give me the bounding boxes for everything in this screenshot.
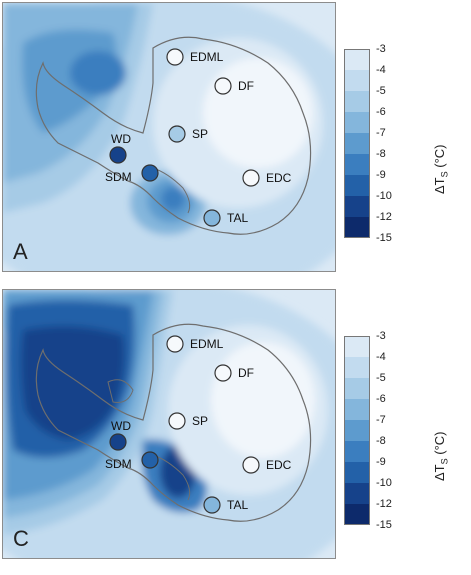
colorbar-bin — [344, 420, 370, 441]
colorbar-tick-label: -9 — [376, 456, 386, 468]
colorbar-bin — [344, 49, 370, 70]
colorbar-tick-label: -15 — [376, 519, 392, 531]
colorbar-tick-label: -10 — [376, 190, 392, 202]
svg-text:SDM: SDM — [105, 457, 132, 471]
svg-text:SP: SP — [192, 414, 208, 428]
colorbar-tick-label: -10 — [376, 477, 392, 489]
site-wd: WD — [109, 132, 131, 164]
colorbar-tick-label: -15 — [376, 232, 392, 244]
colorbar-bin — [344, 112, 370, 133]
site-edml-c: EDML — [166, 335, 224, 353]
svg-text:EDC: EDC — [266, 458, 292, 472]
svg-text:DF: DF — [238, 79, 254, 93]
site-tal: TAL — [203, 209, 248, 227]
colorbar-tick-label: -3 — [376, 330, 386, 342]
site-df: DF — [214, 77, 254, 95]
site-sp: SP — [168, 125, 208, 143]
colorbar-tick-label: -12 — [376, 498, 392, 510]
panel-letter-c: C — [13, 526, 29, 551]
panel-letter-a: A — [13, 239, 28, 264]
svg-text:TAL: TAL — [227, 211, 248, 225]
colorbar-bin — [344, 175, 370, 196]
svg-text:DF: DF — [238, 366, 254, 380]
svg-text:EDML: EDML — [190, 50, 224, 64]
colorbar-c: -3 -4 -5 -6 -7 -8 -9 -10 -12 -15 ΔTS (°C) — [344, 331, 464, 531]
colorbar-bin — [344, 154, 370, 175]
map-panel-c: EDML DF SP WD SDM EDC TAL C — [2, 289, 336, 559]
colorbar-tick-label: -4 — [376, 64, 386, 76]
site-sdm-c: SDM — [105, 451, 159, 471]
site-wd-c: WD — [109, 419, 131, 451]
colorbar-tick-label: -8 — [376, 148, 386, 160]
colorbar-title-c: ΔTS (°C) — [432, 431, 450, 481]
colorbar-tick-label: -6 — [376, 393, 386, 405]
colorbar-bin — [344, 217, 370, 238]
site-edc: EDC — [242, 169, 292, 187]
colorbar-tick-label: -9 — [376, 169, 386, 181]
colorbar-bin — [344, 336, 370, 357]
colorbar-bin — [344, 70, 370, 91]
site-edml: EDML — [166, 48, 224, 66]
site-sdm: SDM — [105, 164, 159, 184]
colorbar-bin — [344, 133, 370, 154]
colorbar-bin — [344, 357, 370, 378]
svg-text:SP: SP — [192, 127, 208, 141]
temperature-anomaly-map-c: EDML DF SP WD SDM EDC TAL — [3, 290, 335, 558]
svg-text:WD: WD — [111, 132, 131, 146]
colorbar-bin — [344, 196, 370, 217]
colorbar-tick-label: -7 — [376, 127, 386, 139]
colorbar-bin — [344, 441, 370, 462]
colorbar-bin — [344, 399, 370, 420]
colorbar-tick-label: -4 — [376, 351, 386, 363]
colorbar-bin — [344, 462, 370, 483]
colorbar-bin — [344, 504, 370, 525]
colorbar-tick-label: -12 — [376, 211, 392, 223]
colorbar-bin — [344, 483, 370, 504]
temperature-anomaly-map-a: EDML DF SP WD SDM EDC TAL — [3, 3, 335, 271]
site-sp-c: SP — [168, 412, 208, 430]
map-panel-a: EDML DF SP WD SDM EDC TAL A — [2, 2, 336, 272]
svg-text:WD: WD — [111, 419, 131, 433]
colorbar-bin — [344, 91, 370, 112]
svg-text:EDC: EDC — [266, 171, 292, 185]
colorbar-title-a: ΔTS (°C) — [432, 144, 450, 194]
colorbar-tick-label: -7 — [376, 414, 386, 426]
colorbar-tick-label: -3 — [376, 43, 386, 55]
site-df-c: DF — [214, 364, 254, 382]
colorbar-tick-label: -8 — [376, 435, 386, 447]
coastline-c — [35, 323, 312, 522]
site-edc-c: EDC — [242, 456, 292, 474]
svg-text:SDM: SDM — [105, 170, 132, 184]
colorbar-a: -3 -4 -5 -6 -7 -8 -9 -10 -12 -15 ΔTS (°C) — [344, 44, 464, 244]
colorbar-tick-label: -5 — [376, 372, 386, 384]
svg-text:TAL: TAL — [227, 498, 248, 512]
site-tal-c: TAL — [203, 496, 248, 514]
coastline-a — [35, 36, 312, 235]
svg-text:EDML: EDML — [190, 337, 224, 351]
colorbar-bin — [344, 378, 370, 399]
colorbar-tick-label: -5 — [376, 85, 386, 97]
colorbar-tick-label: -6 — [376, 106, 386, 118]
